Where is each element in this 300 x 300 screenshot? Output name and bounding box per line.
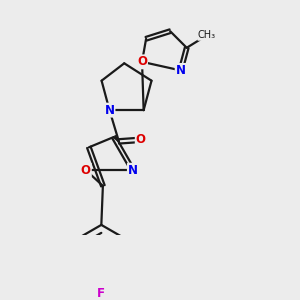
Text: N: N <box>128 164 138 177</box>
Text: O: O <box>137 56 147 68</box>
Text: N: N <box>104 103 115 117</box>
Text: O: O <box>81 164 91 177</box>
Text: O: O <box>136 133 146 146</box>
Text: N: N <box>176 64 186 77</box>
Text: F: F <box>97 287 105 300</box>
Text: CH₃: CH₃ <box>198 30 216 40</box>
